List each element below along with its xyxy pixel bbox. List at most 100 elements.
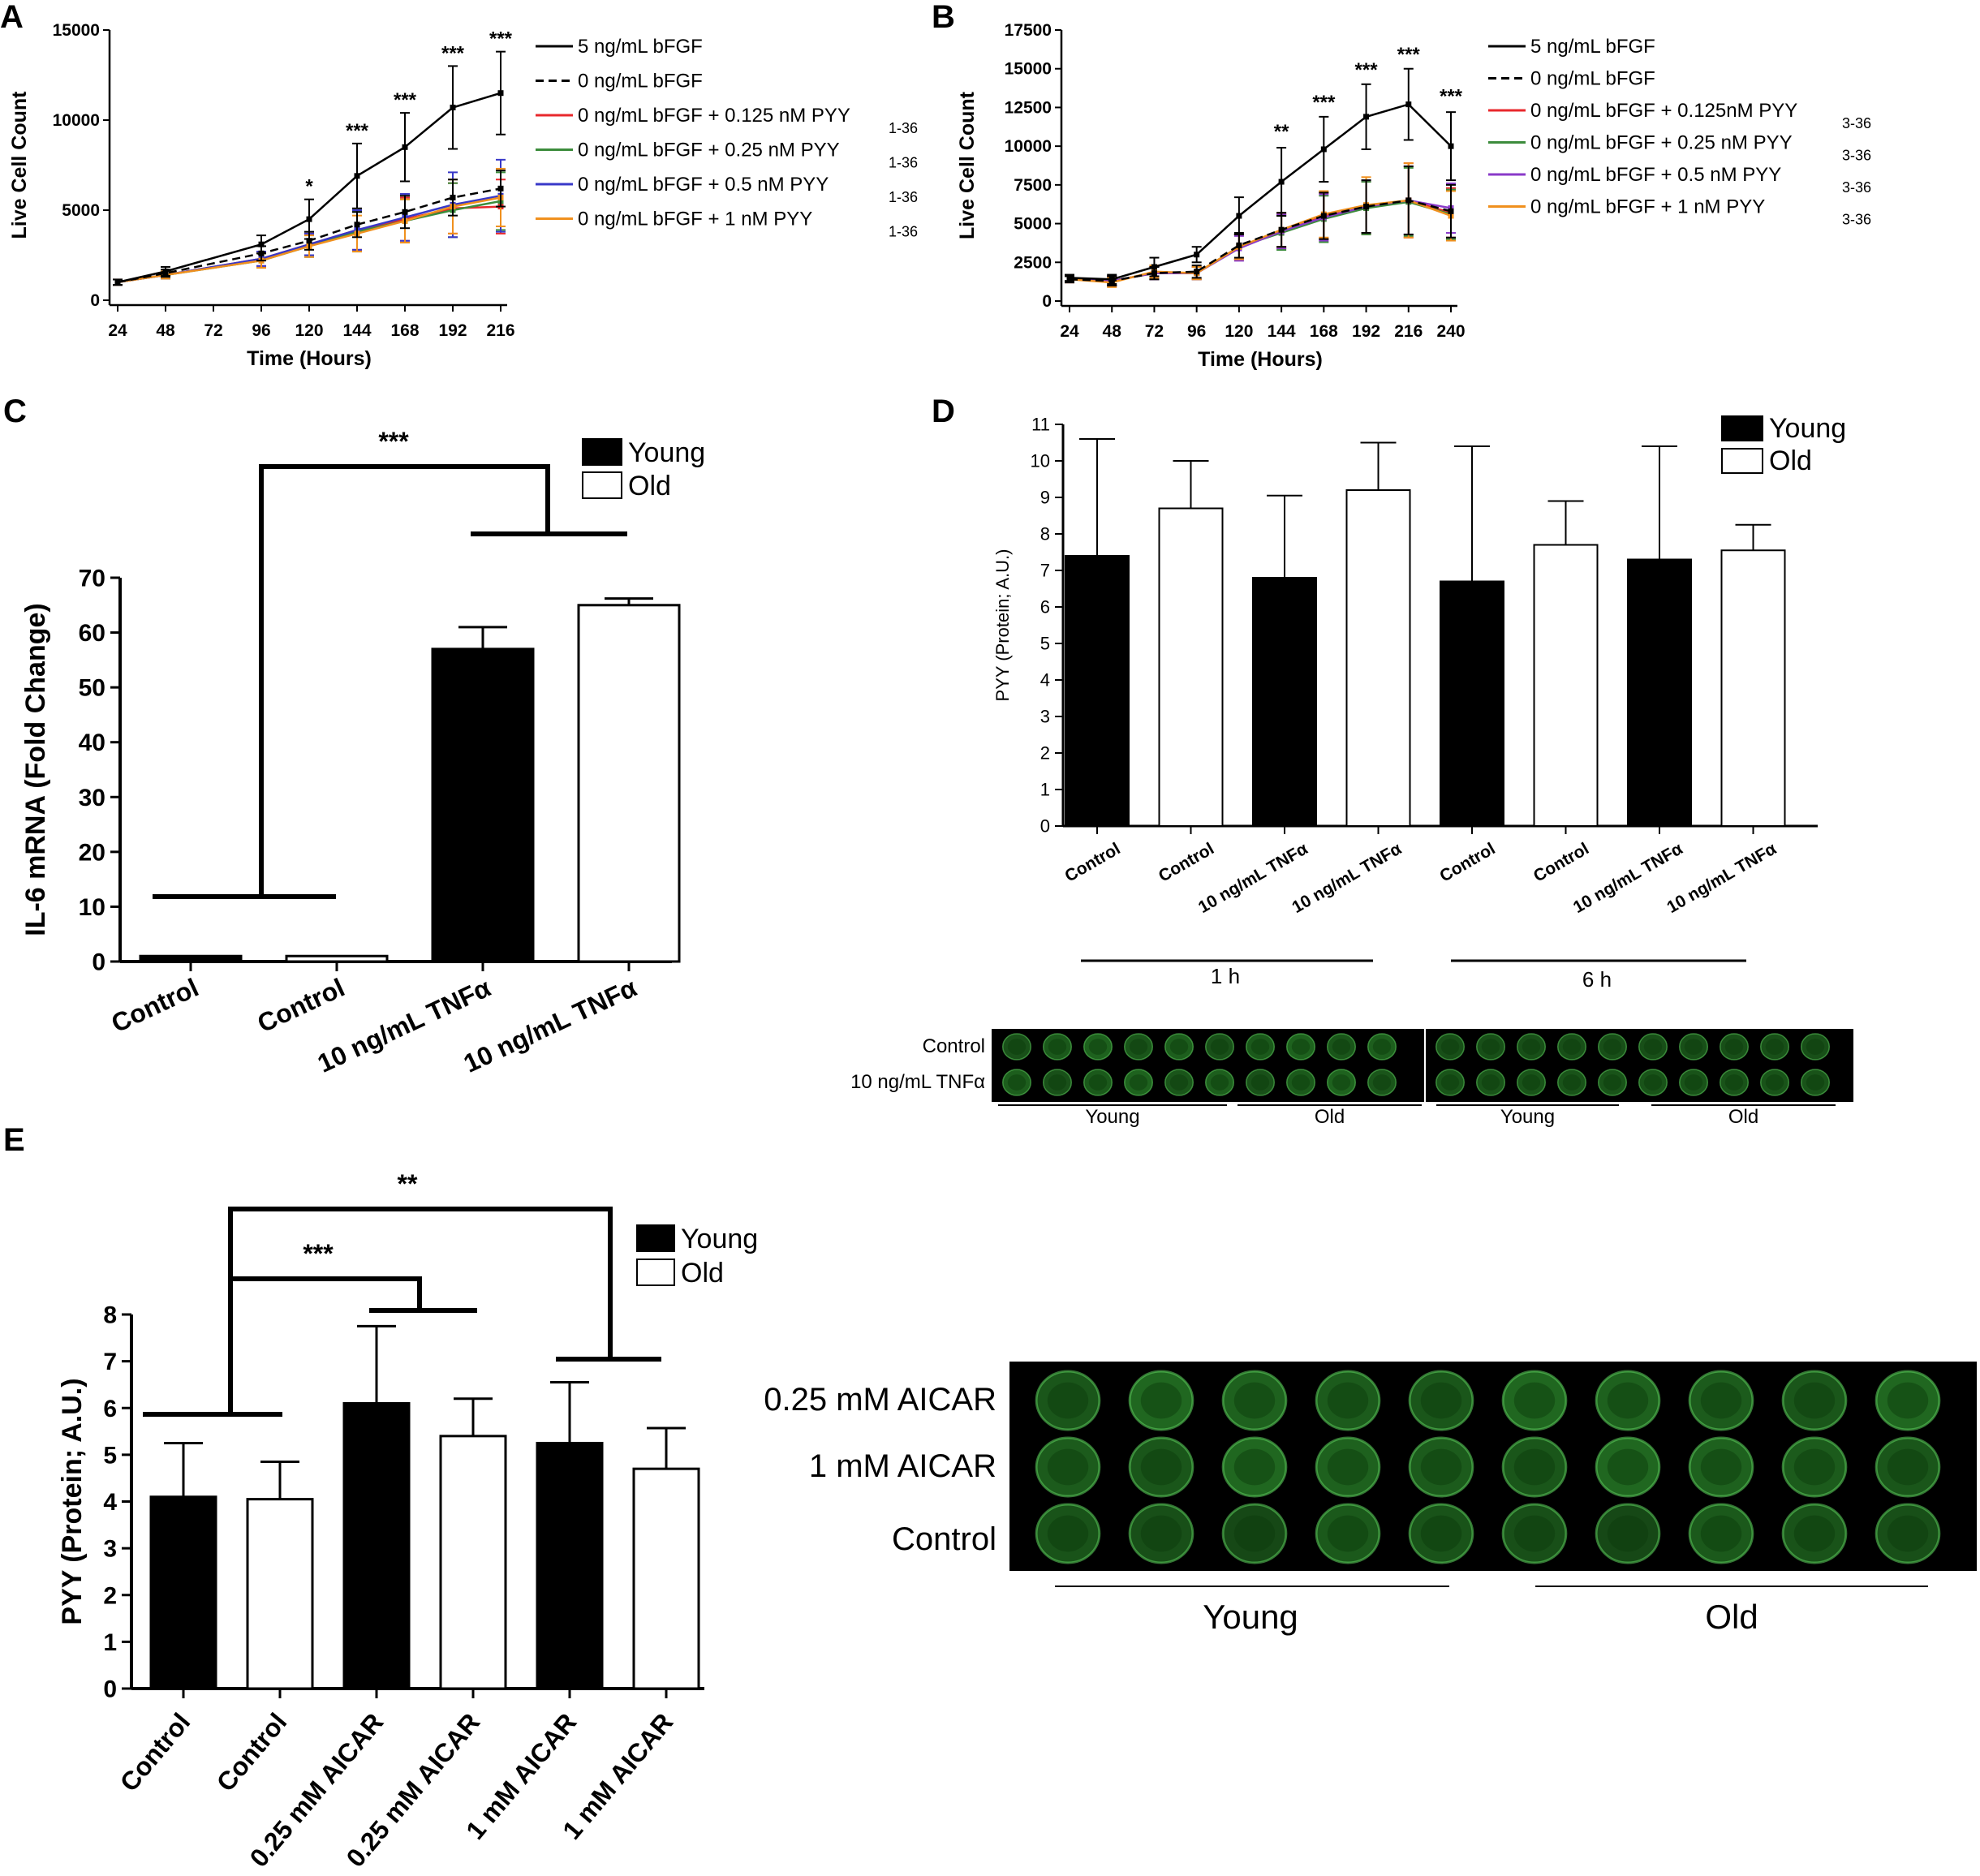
data-point — [1194, 252, 1200, 258]
blot-well-center — [1291, 1039, 1311, 1055]
blot-well-rim — [1435, 1033, 1466, 1061]
category-label: Control — [1530, 839, 1592, 885]
legend-label: 0 ng/mL bFGF + 0.25 nM PYY — [1530, 132, 1793, 154]
blot-well-center — [1233, 1515, 1276, 1552]
legend-label: 0 ng/mL bFGF + 1 nM PYY — [578, 209, 812, 230]
y-tick-label: 7500 — [1014, 176, 1052, 195]
blot-well-center — [1684, 1074, 1703, 1091]
y-tick-label: 70 — [79, 566, 105, 592]
blot-well-rim — [1688, 1370, 1754, 1431]
blot-well-rim — [1501, 1503, 1568, 1564]
blot-well-center — [1420, 1448, 1462, 1486]
blot-well-rim — [1245, 1033, 1276, 1061]
blot-well-rim — [1516, 1033, 1547, 1061]
blot-well — [1503, 1438, 1566, 1496]
blot-well-rim — [1595, 1503, 1661, 1564]
blot-well — [1223, 1504, 1286, 1563]
data-point — [1194, 269, 1200, 275]
blot-well — [1876, 1438, 1939, 1496]
blot-well-center — [1327, 1448, 1369, 1486]
blot-well — [1036, 1371, 1100, 1430]
blot-well — [1124, 1034, 1153, 1060]
legend-label: 0 ng/mL bFGF + 0.25 nM PYY — [578, 140, 840, 161]
blot-well-center — [1007, 1039, 1027, 1055]
series-line-1 — [1069, 103, 1452, 281]
blot-well-center — [1806, 1074, 1825, 1091]
blot-well-center — [1088, 1074, 1108, 1091]
legend-label: 0 ng/mL bFGF + 0.125nM PYY — [1530, 100, 1797, 122]
blot-well-center — [1233, 1448, 1276, 1486]
blot-well — [1316, 1504, 1380, 1563]
x-axis-title: Time (Hours) — [247, 347, 372, 370]
x-tick-label: 240 — [1436, 322, 1465, 341]
bar-4 — [439, 1435, 507, 1690]
data-point — [354, 222, 360, 228]
blot-well-rim — [1285, 1069, 1316, 1096]
y-tick-label: 12500 — [1005, 98, 1052, 117]
blot-well — [1367, 1069, 1397, 1095]
blot-well-center — [1481, 1039, 1500, 1055]
y-tick-label: 2500 — [1014, 253, 1052, 272]
blot-well — [1436, 1069, 1465, 1095]
legend-subscript: 3-36 — [1842, 115, 1871, 131]
y-tick-label: 2 — [1040, 743, 1050, 764]
blot-well-rim — [1164, 1033, 1194, 1061]
x-axis-title: Time (Hours) — [1198, 348, 1323, 371]
blot-well — [1783, 1504, 1846, 1563]
data-point — [1363, 114, 1370, 120]
y-tick-label: 0 — [92, 949, 105, 976]
blot-well-center — [1327, 1382, 1369, 1419]
blot-well-rim — [1475, 1069, 1506, 1096]
series-line-4 — [1069, 200, 1452, 282]
bar-6 — [632, 1467, 700, 1690]
y-tick-label: 4 — [1040, 670, 1050, 691]
series-line-1 — [117, 92, 501, 284]
blot-well-rim — [1367, 1069, 1397, 1096]
blot-row-label: Control — [923, 1035, 985, 1057]
significance-marker: *** — [378, 427, 409, 456]
blot-well-rim — [1800, 1069, 1831, 1096]
blot-well — [1246, 1034, 1275, 1060]
blot-well — [1689, 1371, 1753, 1430]
blot-well — [1130, 1371, 1193, 1430]
y-tick-label: 2 — [103, 1582, 117, 1609]
blot-well-center — [1047, 1382, 1089, 1419]
blot-well-center — [1140, 1382, 1182, 1419]
blot-well-rim — [1638, 1033, 1668, 1061]
bar-6 — [1533, 544, 1599, 827]
blot-well — [1638, 1069, 1668, 1095]
blot-well-rim — [1719, 1033, 1750, 1061]
blot-well-center — [1129, 1074, 1148, 1091]
blot-well-center — [1700, 1515, 1742, 1552]
legend-swatch — [636, 1224, 675, 1252]
blot-well — [1689, 1504, 1753, 1563]
category-label: Control — [1061, 839, 1123, 885]
blot-well — [1130, 1438, 1193, 1496]
significance-marker: ** — [398, 1169, 418, 1198]
time-group-label: 1 h — [1211, 964, 1240, 988]
blot-well-rim — [1042, 1033, 1073, 1061]
legend-label: Old — [1769, 445, 1812, 476]
blot-well-center — [1332, 1039, 1351, 1055]
data-point — [450, 104, 456, 110]
x-tick-label: 144 — [1268, 322, 1296, 341]
x-tick-label: 192 — [438, 321, 467, 340]
blot-well-rim — [1781, 1503, 1848, 1564]
blot-well — [1316, 1438, 1380, 1496]
blot-well-center — [1700, 1382, 1742, 1419]
blot-well-rim — [1164, 1069, 1194, 1096]
blot-well-center — [1793, 1382, 1836, 1419]
blot-image-e: 0.25 mM AICAR 1 mM AICAR Control Young Old — [764, 1362, 1977, 1636]
y-tick-label: 3 — [1040, 707, 1050, 727]
blot-well-center — [1765, 1039, 1784, 1055]
blot-well-center — [1887, 1515, 1929, 1552]
blot-well-center — [1607, 1448, 1649, 1486]
blot-well — [1596, 1438, 1659, 1496]
blot-well-center — [1562, 1039, 1582, 1055]
blot-well — [1596, 1504, 1659, 1563]
blot-well-center — [1765, 1074, 1784, 1091]
data-point — [402, 209, 408, 215]
blot-well-center — [1169, 1039, 1189, 1055]
blot-well-center — [1603, 1074, 1622, 1091]
blot-well-center — [1643, 1074, 1663, 1091]
